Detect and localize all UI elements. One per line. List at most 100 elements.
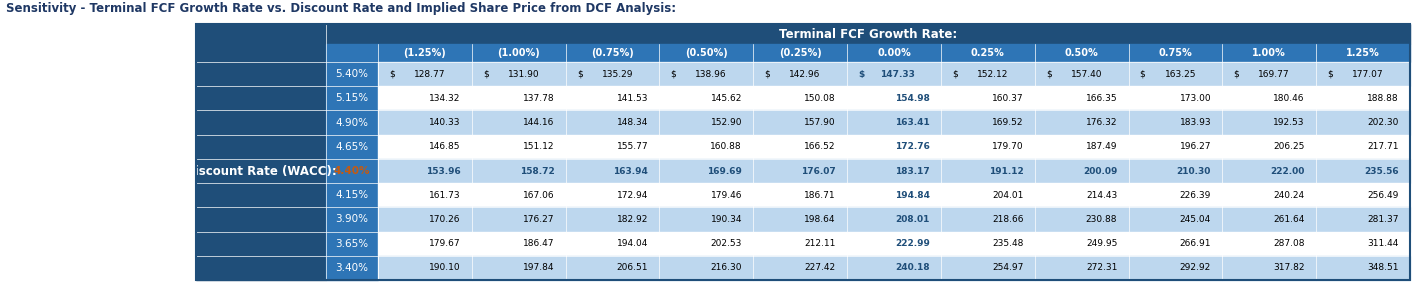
Bar <box>754 231 847 256</box>
Text: 235.56: 235.56 <box>1365 166 1398 176</box>
Text: 131.90: 131.90 <box>508 70 539 79</box>
Bar <box>1316 44 1410 62</box>
Text: 212.11: 212.11 <box>805 239 836 248</box>
Bar <box>472 183 566 207</box>
Bar <box>378 256 472 280</box>
Bar <box>1316 86 1410 110</box>
Text: 144.16: 144.16 <box>523 118 554 127</box>
Bar <box>1035 135 1128 159</box>
Bar <box>1128 207 1222 231</box>
Text: 179.67: 179.67 <box>428 239 461 248</box>
Text: Sensitivity - Terminal FCF Growth Rate vs. Discount Rate and Implied Share Price: Sensitivity - Terminal FCF Growth Rate v… <box>6 2 676 15</box>
Text: 4.90%: 4.90% <box>335 118 369 128</box>
Text: 216.30: 216.30 <box>710 263 742 272</box>
Text: (1.25%): (1.25%) <box>403 48 447 58</box>
Bar <box>566 256 659 280</box>
Bar <box>659 135 754 159</box>
Bar <box>754 62 847 86</box>
Text: 176.27: 176.27 <box>523 215 554 224</box>
Bar <box>1035 86 1128 110</box>
Bar <box>327 207 378 231</box>
Bar <box>847 86 940 110</box>
Text: 166.52: 166.52 <box>805 142 836 151</box>
Text: $: $ <box>765 70 771 79</box>
Text: 214.43: 214.43 <box>1086 191 1117 200</box>
Bar <box>940 86 1035 110</box>
Bar <box>1128 256 1222 280</box>
Text: 183.93: 183.93 <box>1179 118 1212 127</box>
Bar <box>754 135 847 159</box>
Text: 5.15%: 5.15% <box>335 93 369 103</box>
Text: 249.95: 249.95 <box>1086 239 1117 248</box>
Text: 141.53: 141.53 <box>617 94 648 103</box>
Bar <box>940 135 1035 159</box>
Bar <box>1316 135 1410 159</box>
Text: 177.07: 177.07 <box>1352 70 1384 79</box>
Bar <box>1035 159 1128 183</box>
Text: 240.24: 240.24 <box>1274 191 1305 200</box>
Bar <box>327 135 378 159</box>
Bar <box>327 86 378 110</box>
Bar <box>847 110 940 135</box>
Text: 218.66: 218.66 <box>993 215 1024 224</box>
Text: 147.33: 147.33 <box>880 70 915 79</box>
Bar <box>1128 183 1222 207</box>
Text: 190.10: 190.10 <box>428 263 461 272</box>
Bar <box>378 159 472 183</box>
Text: 202.30: 202.30 <box>1367 118 1398 127</box>
Bar <box>472 256 566 280</box>
Text: 4.15%: 4.15% <box>335 190 369 200</box>
Bar <box>754 207 847 231</box>
Bar <box>1316 62 1410 86</box>
Bar <box>659 44 754 62</box>
Text: 172.76: 172.76 <box>895 142 929 151</box>
Bar <box>378 231 472 256</box>
Text: 4.40%: 4.40% <box>334 166 370 176</box>
Text: 179.46: 179.46 <box>710 191 742 200</box>
Text: 166.35: 166.35 <box>1086 94 1117 103</box>
Bar <box>327 183 378 207</box>
Text: 180.46: 180.46 <box>1274 94 1305 103</box>
Text: 190.34: 190.34 <box>710 215 742 224</box>
Bar <box>472 62 566 86</box>
Bar <box>472 110 566 135</box>
Text: 200.09: 200.09 <box>1083 166 1117 176</box>
Bar <box>1222 256 1316 280</box>
Text: 182.92: 182.92 <box>617 215 648 224</box>
Bar <box>659 86 754 110</box>
Text: Terminal FCF Growth Rate:: Terminal FCF Growth Rate: <box>779 28 957 41</box>
Text: 151.12: 151.12 <box>523 142 554 151</box>
Text: $: $ <box>858 70 864 79</box>
Bar <box>940 231 1035 256</box>
Text: 256.49: 256.49 <box>1367 191 1398 200</box>
Bar <box>378 135 472 159</box>
Text: 152.90: 152.90 <box>710 118 742 127</box>
Text: Discount Rate (WACC):: Discount Rate (WACC): <box>185 164 337 178</box>
Bar <box>1035 207 1128 231</box>
Text: 148.34: 148.34 <box>617 118 648 127</box>
Text: 128.77: 128.77 <box>414 70 445 79</box>
Text: 152.12: 152.12 <box>977 70 1008 79</box>
Bar <box>940 110 1035 135</box>
Text: 135.29: 135.29 <box>602 70 633 79</box>
Bar <box>1316 183 1410 207</box>
Bar <box>566 135 659 159</box>
Bar <box>754 44 847 62</box>
Bar <box>1035 256 1128 280</box>
Bar <box>1222 135 1316 159</box>
Text: $: $ <box>952 70 957 79</box>
Bar <box>566 62 659 86</box>
Bar <box>1128 231 1222 256</box>
Bar <box>847 231 940 256</box>
Bar <box>1035 44 1128 62</box>
Text: 192.53: 192.53 <box>1274 118 1305 127</box>
Bar <box>327 44 378 62</box>
Text: 1.00%: 1.00% <box>1253 48 1287 58</box>
Bar <box>659 256 754 280</box>
Text: 183.17: 183.17 <box>895 166 929 176</box>
Bar <box>1035 110 1128 135</box>
Bar <box>847 183 940 207</box>
Bar <box>1035 62 1128 86</box>
Text: 154.98: 154.98 <box>895 94 929 103</box>
Bar <box>1222 183 1316 207</box>
